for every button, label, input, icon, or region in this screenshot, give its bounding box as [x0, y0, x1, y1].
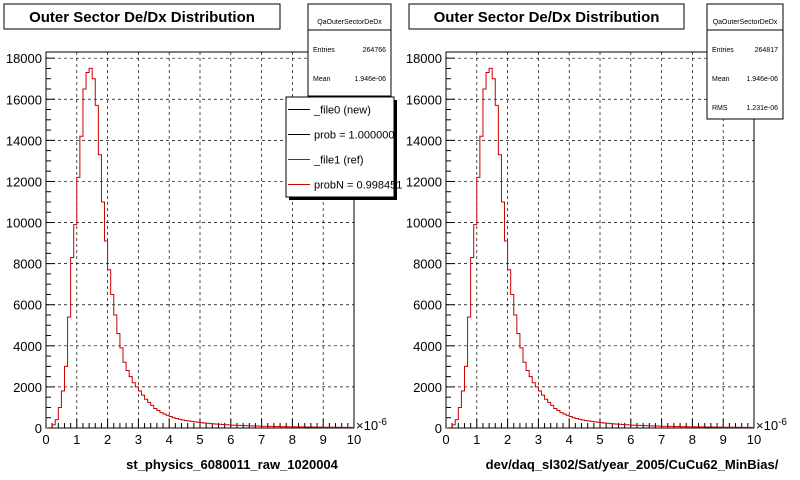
x-axis-label: st_physics_6080011_raw_1020004 [126, 457, 339, 472]
chart-title: Outer Sector De/Dx Distribution [434, 9, 660, 26]
stats-label: Mean [313, 76, 331, 83]
legend-entry-label: prob = 1.000000 [314, 130, 394, 142]
stats-name: QaOuterSectorDeDx [317, 19, 382, 26]
x-tick-label: 4 [566, 432, 573, 447]
x-tick-label: 5 [596, 432, 603, 447]
y-tick-label: 16000 [406, 92, 442, 107]
y-tick-label: 12000 [406, 174, 442, 189]
chart-panel-2: 0 1 2 3 4 5 6 7 8 9 10 0 2000 4000 6000 8000 10000 12000 1… [406, 3, 787, 472]
x-exponent-power: -6 [378, 417, 387, 428]
x-tick-label: 3 [135, 432, 142, 447]
y-tick-label: 6000 [13, 298, 42, 313]
stats-value: 1.231e-06 [746, 105, 778, 112]
x-tick-label: 4 [166, 432, 173, 447]
stats-label: Entries [712, 47, 734, 54]
stats-frame [307, 3, 392, 97]
x-tick-label: 6 [627, 432, 634, 447]
stats-name: QaOuterSectorDeDx [713, 19, 778, 26]
x-tick-label: 1 [473, 432, 480, 447]
stats-value: 264817 [755, 47, 778, 54]
x-tick-label: 10 [347, 432, 361, 447]
stats-frame [706, 3, 784, 120]
x-tick-label: 3 [535, 432, 542, 447]
y-tick-label: 4000 [13, 339, 42, 354]
y-tick-label: 6000 [413, 298, 442, 313]
x-tick-label: 10 [747, 432, 761, 447]
x-axis-label: dev/daq_sl302/Sat/year_2005/CuCu62_MinBi… [486, 457, 779, 472]
histogram-series-1 [46, 67, 355, 429]
x-tick-label: 6 [227, 432, 234, 447]
x-tick-label: 2 [504, 432, 511, 447]
x-tick-label: 8 [289, 432, 296, 447]
y-tick-label: 10000 [6, 216, 42, 231]
stats-value: 264766 [363, 47, 386, 54]
chart-panel-1: 0 1 2 3 4 5 6 7 8 9 10 0 2000 4000 6000 8000 10000 12000 1… [3, 3, 402, 472]
title-box [408, 3, 685, 30]
stats-value: 1.946e-06 [746, 76, 778, 83]
y-tick-label: 18000 [6, 51, 42, 66]
x-tick-label: 7 [258, 432, 265, 447]
y-tick-label: 2000 [413, 380, 442, 395]
legend-entry-label: _file0 (new) [313, 105, 371, 117]
x-exponent-label: ×10-6 [756, 417, 787, 433]
y-tick-label: 4000 [413, 339, 442, 354]
x-exponent-base: ×10 [756, 418, 778, 433]
y-tick-label: 14000 [6, 133, 42, 148]
y-tick-label: 16000 [6, 92, 42, 107]
x-tick-label: 2 [104, 432, 111, 447]
x-exponent-base: ×10 [356, 418, 378, 433]
legend-frame [285, 96, 395, 198]
x-exponent-label: ×10-6 [356, 417, 387, 433]
legend-entry-label: _file1 (ref) [313, 155, 364, 167]
y-tick-label: 18000 [406, 51, 442, 66]
x-tick-label: 0 [42, 432, 49, 447]
y-tick-label: 8000 [413, 257, 442, 272]
y-tick-label: 0 [35, 421, 42, 436]
y-tick-label: 0 [435, 421, 442, 436]
x-tick-label: 5 [196, 432, 203, 447]
stats-box: QaOuterSectorDeDx Entries 264817 Mean 1.946e… [706, 3, 784, 120]
legend: _file0 (new) prob = 1.000000 _file1 (ref) p… [285, 96, 402, 200]
histogram-series-1 [446, 67, 755, 429]
x-tick-label: 1 [73, 432, 80, 447]
x-tick-label: 8 [689, 432, 696, 447]
y-tick-label: 10000 [406, 216, 442, 231]
chart-title: Outer Sector De/Dx Distribution [29, 9, 255, 26]
x-tick-label: 9 [720, 432, 727, 447]
y-tick-label: 12000 [6, 174, 42, 189]
stats-box: QaOuterSectorDeDx Entries 264766 Mean 1.946e… [307, 3, 392, 97]
x-tick-label: 0 [442, 432, 449, 447]
x-exponent-power: -6 [778, 417, 787, 428]
title-box [3, 3, 281, 30]
y-tick-label: 8000 [13, 257, 42, 272]
y-tick-label: 14000 [406, 133, 442, 148]
legend-entry-label: probN = 0.998451 [314, 180, 402, 192]
stats-value: 1.946e-06 [354, 76, 386, 83]
stats-label: Entries [313, 47, 335, 54]
x-tick-label: 7 [658, 432, 665, 447]
stats-label: Mean [712, 76, 730, 83]
y-tick-label: 2000 [13, 380, 42, 395]
stats-label: RMS [712, 105, 728, 112]
x-tick-label: 9 [320, 432, 327, 447]
